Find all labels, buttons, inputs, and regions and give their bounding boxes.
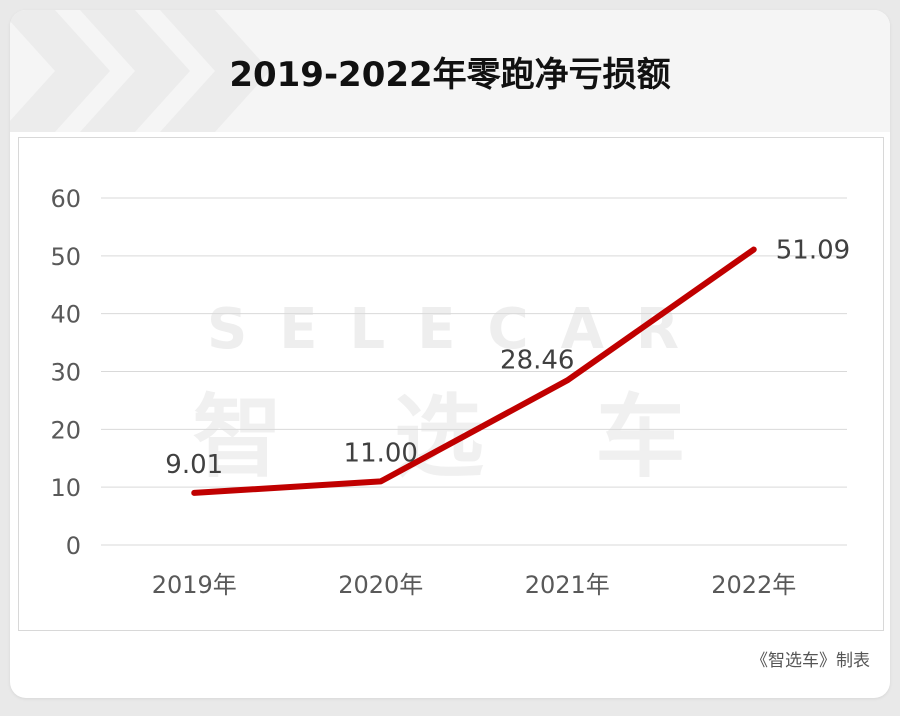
- data-point: [378, 478, 384, 484]
- watermark: SELECAR 智 选 车: [193, 297, 726, 490]
- chevron-decoration-icon: [10, 10, 270, 132]
- y-tick-label: 0: [66, 532, 81, 560]
- series-line: [191, 246, 757, 496]
- line-chart: SELECAR 智 选 车 0 10 20 30 40 50 60 2019年 2020年 20…: [50, 185, 850, 599]
- x-tick-label: 2021年: [525, 571, 610, 599]
- y-tick-label: 60: [50, 185, 81, 213]
- chart-frame: SELECAR 智 选 车 0 10 20 30 40 50 60 2019年 2020年 20…: [18, 137, 884, 631]
- data-label: 11.00: [344, 438, 418, 468]
- watermark-logo: SELECAR: [207, 297, 711, 362]
- y-tick-label: 50: [50, 243, 81, 271]
- data-label: 9.01: [165, 450, 223, 480]
- data-point: [751, 247, 757, 253]
- watermark-text: 智 选 车: [193, 385, 726, 490]
- y-tick-label: 20: [50, 416, 81, 444]
- data-label: 28.46: [500, 345, 574, 375]
- chart-title: 2019-2022年零跑净亏损额: [229, 54, 671, 95]
- y-tick-label: 30: [50, 359, 81, 387]
- x-tick-label: 2019年: [152, 571, 237, 599]
- y-tick-label: 10: [50, 474, 81, 502]
- data-point: [191, 490, 197, 496]
- data-label: 51.09: [776, 236, 850, 266]
- title-banner: 2019-2022年零跑净亏损额: [10, 10, 890, 132]
- source-credit: 《智选车》制表: [751, 651, 870, 671]
- x-tick-label: 2022年: [711, 571, 796, 599]
- y-tick-label: 40: [50, 301, 81, 329]
- x-tick-label: 2020年: [338, 571, 423, 599]
- data-point: [564, 377, 570, 383]
- chart-card: 2019-2022年零跑净亏损额 SELECAR 智 选 车 0 10 20 30 40…: [10, 10, 890, 698]
